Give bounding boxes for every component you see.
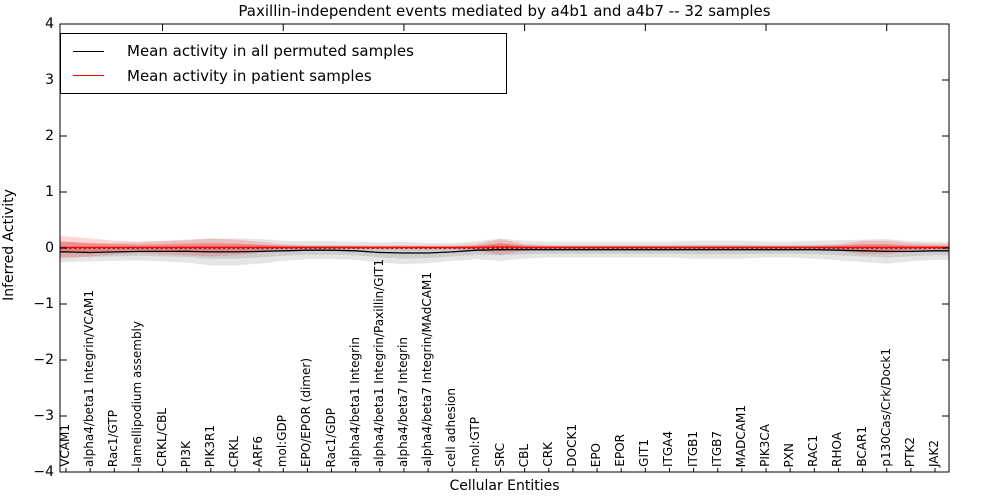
y-tick-label: 0	[45, 240, 54, 256]
x-category-label: ITGB7	[709, 430, 724, 467]
legend-item-patient: Mean activity in patient samples	[61, 64, 506, 89]
legend-item-permuted: Mean activity in all permuted samples	[61, 39, 506, 64]
x-category-label: alpha4/beta1 Integrin/Paxillin/GIT1	[371, 258, 386, 467]
x-category-label: MADCAM1	[733, 404, 748, 467]
patient-mean-line	[60, 246, 949, 249]
y-tick-label: 3	[45, 72, 54, 88]
x-category-label: ARF6	[251, 435, 266, 467]
permuted-mean-line	[60, 249, 949, 254]
x-category-label: ITGA4	[661, 430, 676, 467]
x-category-label: alpha4/beta7 Integrin/MAdCAM1	[420, 272, 435, 467]
x-category-label: alpha4/beta7 Integrin	[396, 336, 411, 467]
x-category-label: ITGB1	[685, 430, 700, 467]
x-category-label: EPOR	[613, 434, 628, 467]
x-category-label: CBL	[516, 443, 531, 467]
y-tick-label: −1	[33, 296, 54, 312]
x-category-label: cell adhesion	[444, 388, 459, 467]
x-category-label: CRKL/CBL	[154, 408, 169, 467]
y-tick-label: −4	[33, 464, 54, 480]
x-category-label: p130Cas/Crk/Dock1	[878, 348, 893, 467]
x-category-label: CRK	[540, 442, 555, 467]
x-category-label: GIT1	[637, 439, 652, 467]
x-category-label: mol:GTP	[468, 417, 483, 467]
x-category-label: PXN	[782, 442, 797, 467]
chart-title: Paxillin-independent events mediated by …	[238, 2, 771, 20]
patient-line-swatch	[73, 75, 104, 77]
x-category-label: SRC	[492, 443, 507, 467]
x-axis-label: Cellular Entities	[449, 478, 560, 494]
legend-label-permuted: Mean activity in all permuted samples	[127, 42, 414, 61]
x-category-label: EPO/EPOR (dimer)	[299, 357, 314, 467]
x-category-label: BCAR1	[854, 426, 869, 467]
x-category-label: Rac1/GTP	[106, 409, 121, 467]
x-category-label: PIK3R1	[202, 424, 217, 467]
x-category-label: Rac1/GDP	[323, 407, 338, 467]
y-tick-label: 4	[45, 16, 54, 32]
legend-box: Mean activity in all permuted samples Me…	[60, 33, 507, 94]
y-tick-label: −2	[33, 352, 54, 368]
x-category-label: alpha4/beta1 Integrin	[347, 336, 362, 467]
x-category-label: lamellipodium assembly	[130, 321, 145, 467]
x-category-label: PTK2	[902, 436, 917, 467]
x-category-label: PI3K	[178, 440, 193, 467]
permuted-band-outer	[60, 238, 949, 266]
x-category-label: DOCK1	[565, 424, 580, 467]
y-tick-label: −3	[33, 408, 54, 424]
x-category-label: RHOA	[830, 432, 845, 467]
x-category-label: alpha4/beta1 Integrin/VCAM1	[82, 290, 97, 467]
x-category-label: VCAM1	[58, 424, 73, 467]
permuted-line-swatch	[73, 50, 104, 52]
x-category-label: PIK3CA	[758, 424, 773, 467]
y-tick-label: 2	[45, 128, 54, 144]
legend-label-patient: Mean activity in patient samples	[127, 66, 372, 85]
x-category-label: CRKL	[227, 435, 242, 467]
x-category-label: mol:GDP	[275, 414, 290, 467]
x-category-label: JAK2	[927, 439, 942, 467]
x-category-label: EPO	[589, 442, 604, 467]
y-tick-label: 1	[45, 184, 54, 200]
x-category-label: RAC1	[806, 435, 821, 467]
